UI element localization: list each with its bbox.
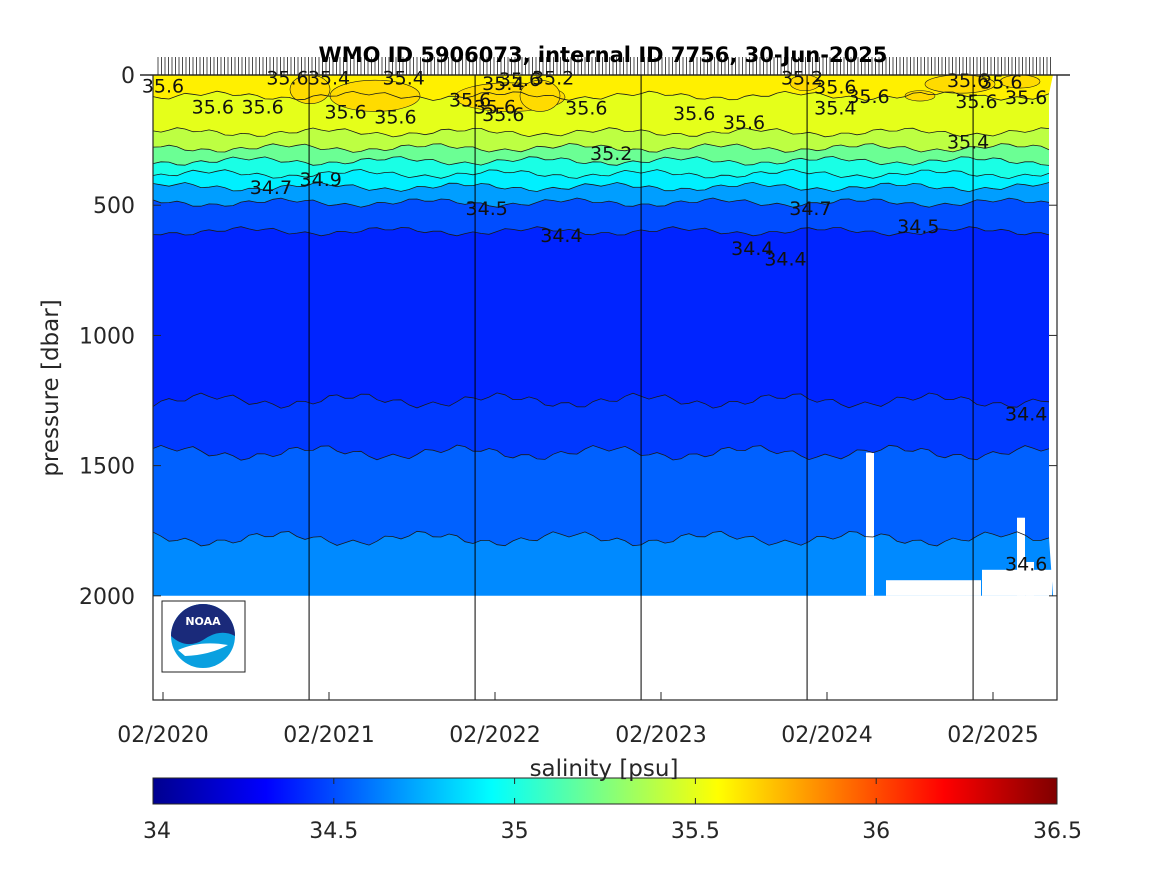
contour-label: 35.2 [532, 68, 574, 90]
contour-label: 35.4 [814, 98, 856, 120]
contour-label: 35.2 [590, 143, 632, 165]
contour-label: 34.4 [731, 238, 773, 260]
contour-line [153, 127, 1050, 138]
contour-lines [153, 90, 1050, 547]
contour-label: 35.6 [955, 91, 997, 113]
chart-title: WMO ID 5906073, internal ID 7756, 30-Jun… [319, 43, 888, 67]
noaa-logo-text: NOAA [185, 615, 221, 628]
contour-label: 35.6 [673, 103, 715, 125]
contour-label: 35.2 [781, 68, 823, 90]
contour-label: 35.6 [1005, 87, 1047, 109]
contour-label: 34.4 [764, 249, 806, 271]
contour-labels: 35.635.6 35.635.6 35.4 35.435.6 35.635.635.6… [142, 68, 1048, 576]
colorbar-tick-label: 36 [862, 819, 890, 844]
warm-patch [789, 75, 821, 91]
contour-label: 35.6 [266, 68, 308, 90]
salinity-layer [153, 531, 1053, 596]
x-tick-label: 02/2021 [283, 723, 374, 748]
contour-label: 34.6 [1005, 553, 1047, 575]
contour-line [153, 156, 1050, 166]
contour-label: 35.6 [847, 86, 889, 108]
salinity-layer [153, 226, 1049, 409]
colorbar-tick-label: 35 [501, 819, 529, 844]
colorbar: salinity [psu] 34 34.5 35 35.5 36 36.5 [143, 756, 1082, 844]
warm-patch [999, 75, 1041, 89]
salinity-layer [153, 156, 1049, 179]
data-gap [886, 580, 981, 596]
contour-label: 35.4 [947, 131, 989, 153]
x-tick-label: 02/2024 [781, 723, 872, 748]
y-tick-label: 2000 [79, 585, 135, 610]
contour-label: 35.6 [980, 72, 1022, 94]
x-tick-label: 02/2023 [615, 723, 706, 748]
profile-tick-marks [140, 57, 1070, 76]
contour-label: 34.5 [466, 198, 508, 220]
x-tick-label: 02/2020 [117, 723, 208, 748]
contour-label: 34.4 [540, 225, 582, 247]
axes-frame [152, 74, 1058, 701]
contour-label: 35.6 [482, 104, 524, 126]
noaa-logo: NOAA [161, 600, 246, 673]
contour-label: 35.6 [474, 96, 516, 118]
contour-line [153, 392, 1050, 409]
contour-line [153, 197, 1050, 208]
contour-label: 34.5 [897, 216, 939, 238]
contour-label: 35.6 [241, 96, 283, 118]
contour-label: 35.4 [383, 68, 425, 90]
contour-line [153, 226, 1050, 237]
salinity-layer [153, 169, 1049, 192]
x-tick-label: 02/2025 [947, 723, 1038, 748]
salinity-layer [153, 198, 1049, 236]
warm-patch [924, 75, 996, 94]
contour-label: 35.6 [324, 102, 366, 124]
contour-label: 35.6 [374, 107, 416, 129]
colorbar-gradient [152, 777, 1058, 805]
colorbar-label: salinity [psu] [530, 756, 679, 782]
salinity-field [153, 75, 1057, 596]
contour-label: 35.6 [947, 70, 989, 92]
contour-label: 35.6 [723, 112, 765, 134]
contour-label: 34.7 [250, 177, 292, 199]
data-gap [866, 452, 874, 596]
contour-line [153, 530, 1050, 547]
y-axis: 0 500 1000 1500 2000 [79, 64, 1057, 610]
contour-line [153, 90, 1050, 101]
data-gap [982, 569, 1052, 596]
contour-label: 34.9 [300, 169, 342, 191]
contour-label: 35.6 [192, 96, 234, 118]
contour-label: 35.6 [814, 77, 856, 99]
contour-label: 35.4 [482, 73, 524, 95]
x-axis: 02/2020 02/2021 02/2022 02/2023 02/2024 02/20… [117, 692, 1039, 748]
colorbar-tick-label: 34 [143, 819, 171, 844]
colorbar-tick-label: 36.5 [1033, 819, 1082, 844]
contour-label: 35.6 [565, 98, 607, 120]
contour-label: 34.4 [1005, 404, 1047, 426]
salinity-layer [153, 127, 1049, 153]
colorbar-ticks: 34 34.5 35 35.5 36 36.5 [143, 778, 1082, 844]
contour-line [153, 181, 1050, 193]
contour-label: 34.7 [789, 198, 831, 220]
contour-line [153, 168, 1050, 179]
x-tick-label: 02/2022 [449, 723, 540, 748]
salinity-layer [153, 392, 1049, 461]
y-tick-label: 1500 [79, 455, 135, 480]
colorbar-tick-label: 34.5 [309, 819, 358, 844]
contour-line [153, 143, 1050, 153]
y-axis-label: pressure [dbar] [38, 299, 64, 476]
y-tick-label: 500 [93, 194, 135, 219]
contour-label: 35.6 [449, 90, 491, 112]
salinity-layer [153, 182, 1049, 208]
contour-label: 35.6 [142, 75, 184, 97]
warm-patch [519, 79, 561, 112]
colorbar-tick-label: 35.5 [671, 819, 720, 844]
year-divider-lines [308, 75, 974, 700]
salinity-layer [153, 445, 1049, 546]
data-gap [1017, 517, 1025, 596]
warm-patch [289, 75, 331, 104]
y-tick-label: 1000 [79, 324, 135, 349]
y-tick-label: 0 [121, 64, 135, 89]
contour-label: 35.4 [308, 68, 350, 90]
contour-line [153, 444, 1050, 461]
